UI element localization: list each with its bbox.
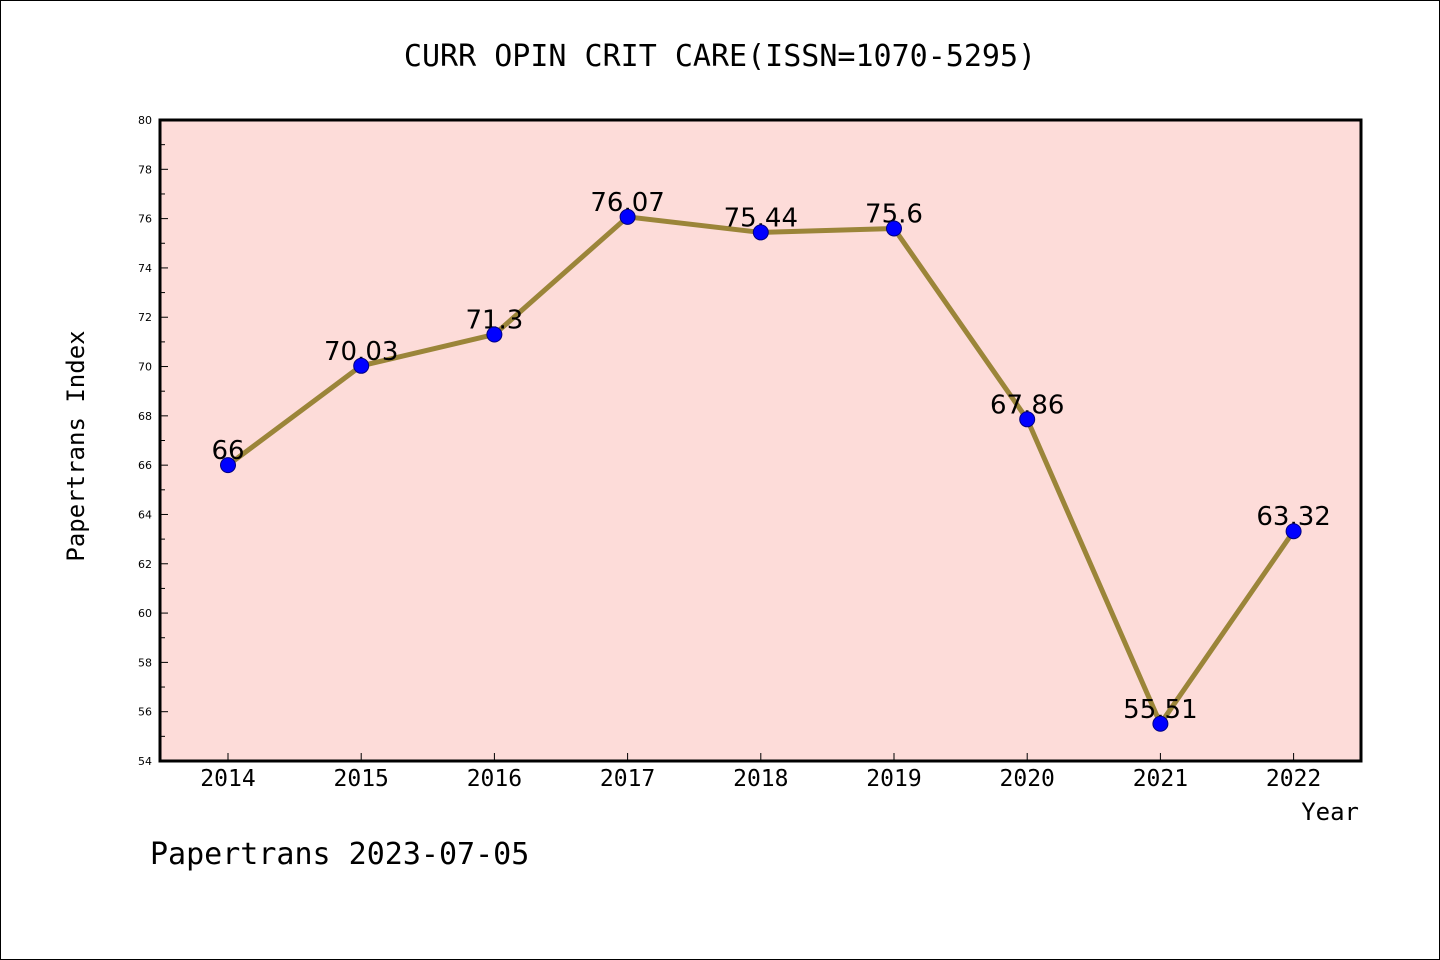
data-point-marker — [752, 224, 769, 241]
y-tick-label: 76 — [138, 213, 152, 226]
y-axis-label: Papertrans Index — [62, 330, 90, 561]
data-point-marker — [1285, 523, 1302, 540]
x-tick-label: 2019 — [866, 766, 921, 792]
y-tick-label: 56 — [138, 706, 152, 719]
y-tick-label: 62 — [138, 558, 152, 571]
footer-text: Papertrans 2023-07-05 — [150, 837, 529, 872]
x-tick-label: 2018 — [733, 766, 788, 792]
data-point-marker — [486, 326, 503, 343]
x-tick-label: 2021 — [1133, 766, 1188, 792]
x-tick-label: 2020 — [1000, 766, 1055, 792]
y-tick-label: 74 — [138, 262, 152, 275]
y-tick-label: 60 — [138, 607, 152, 620]
x-tick-label: 2017 — [600, 766, 655, 792]
data-point-marker — [886, 220, 902, 237]
x-axis: 2014 2015 2016 2017 2018 2019 2020 2021 2022 — [200, 753, 1321, 792]
y-tick-label: 68 — [138, 410, 152, 423]
data-point-marker — [220, 457, 236, 474]
y-tick-label: 70 — [138, 361, 152, 374]
x-axis-label: Year — [1301, 798, 1359, 826]
y-tick-label: 66 — [138, 459, 152, 472]
data-point-marker — [353, 357, 370, 374]
y-tick-label: 58 — [138, 656, 152, 669]
x-tick-label: 2014 — [200, 766, 255, 792]
x-tick-label: 2016 — [467, 766, 522, 792]
x-tick-label: 2015 — [334, 766, 389, 792]
y-tick-label: 54 — [138, 755, 152, 768]
data-point-marker — [1019, 411, 1036, 428]
y-tick-label: 78 — [138, 163, 152, 176]
y-tick-label: 64 — [138, 508, 152, 521]
y-axis: 54 56 58 60 62 64 66 68 70 72 74 76 78 80 — [138, 114, 168, 768]
chart-title: CURR OPIN CRIT CARE(ISSN=1070-5295) — [404, 39, 1036, 74]
y-tick-label: 72 — [138, 311, 152, 324]
y-tick-label: 80 — [138, 114, 152, 127]
data-point-marker — [1152, 715, 1169, 732]
data-point-marker — [619, 208, 636, 225]
x-tick-label: 2022 — [1266, 766, 1321, 792]
